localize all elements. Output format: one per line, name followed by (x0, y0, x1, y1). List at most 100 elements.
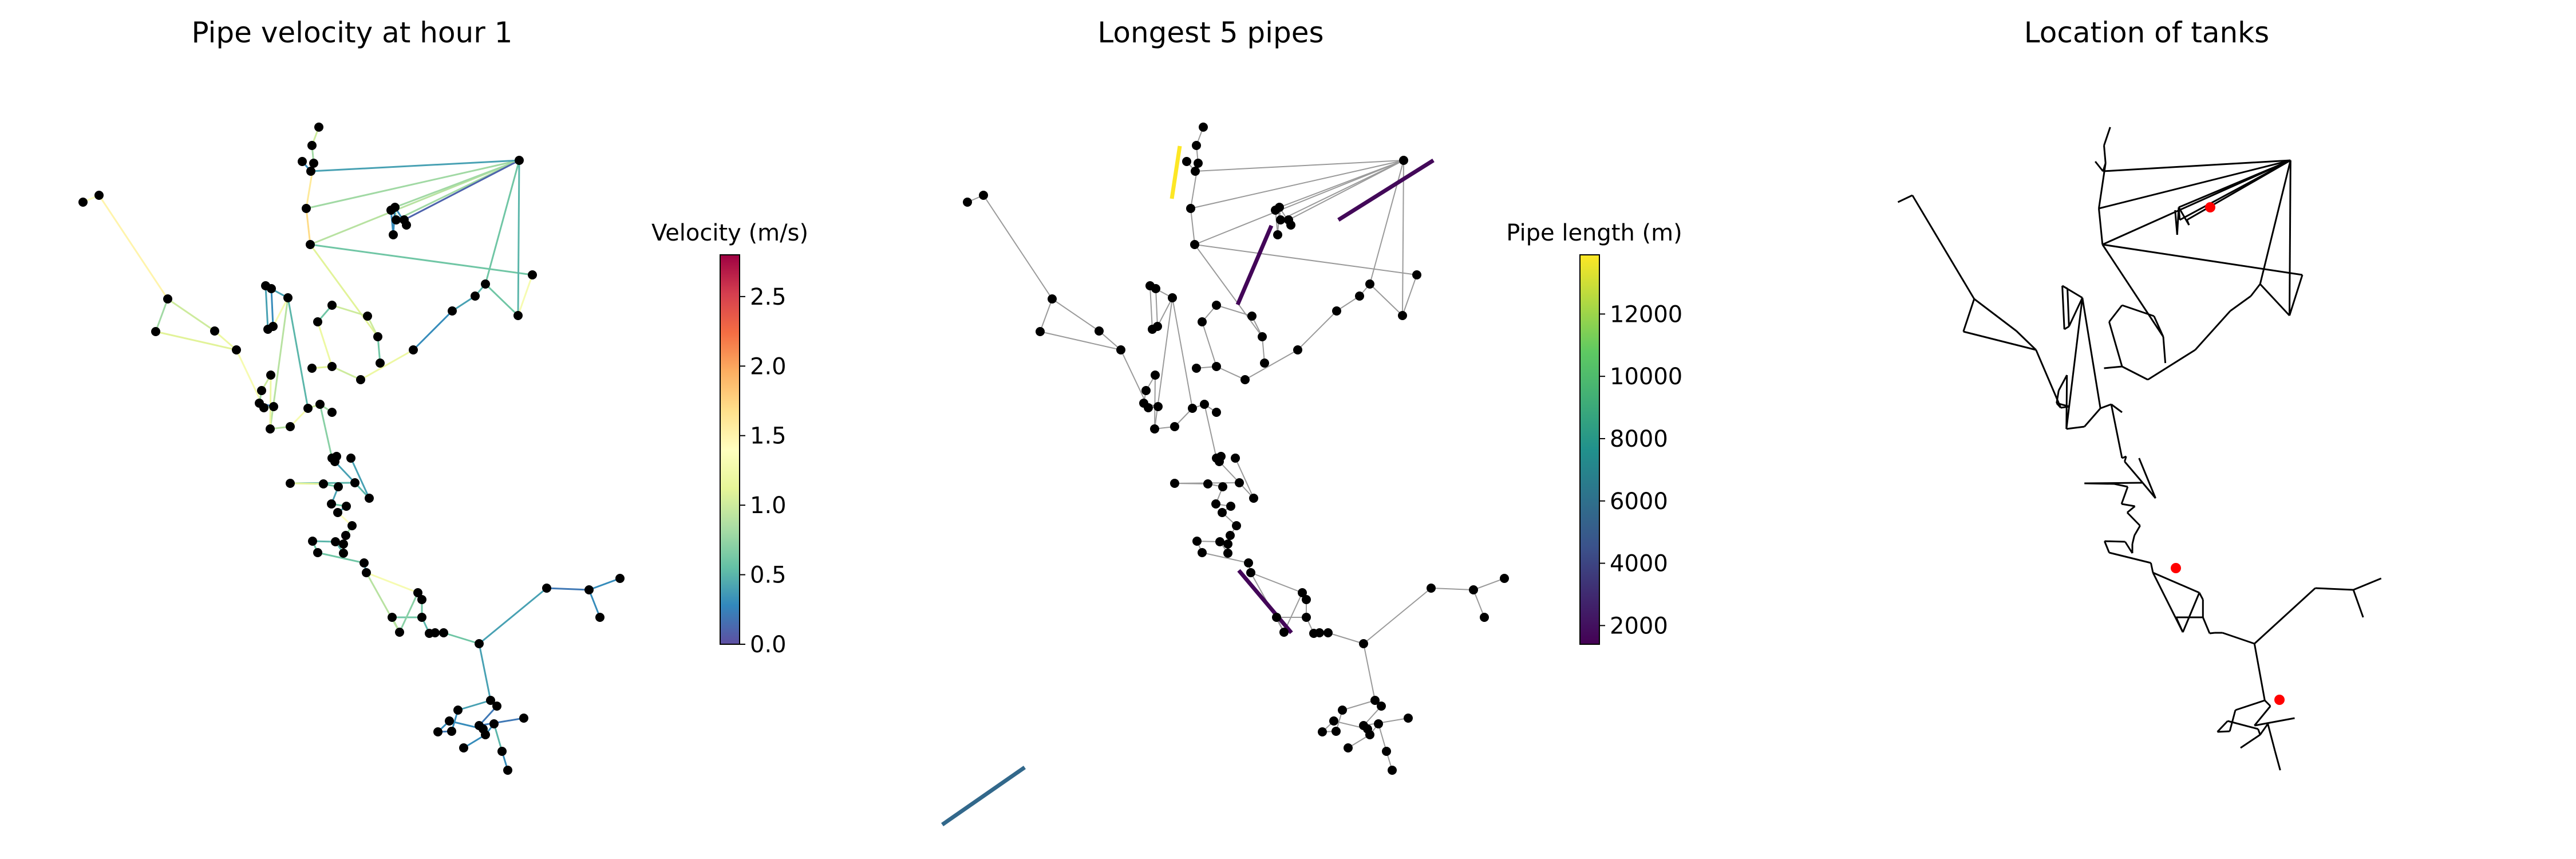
junction-node (313, 317, 322, 326)
pipe (2110, 404, 2123, 459)
junction-node (1329, 716, 1338, 726)
pipe (2182, 592, 2200, 633)
pipe (1120, 349, 1149, 408)
tank-marker (2274, 695, 2285, 705)
junction-node (1302, 595, 1311, 604)
velocity-tick-label: 2.5 (750, 284, 787, 310)
junction-node (339, 539, 348, 549)
junction-node (1279, 628, 1289, 637)
junction-node (342, 502, 351, 511)
pipe (2084, 482, 2115, 485)
junction-node (1170, 422, 1179, 431)
pipe (2126, 511, 2141, 527)
pipe (2124, 461, 2144, 483)
velocity-tick-label: 0.5 (750, 562, 787, 589)
pipe (2120, 486, 2129, 505)
pipe (517, 160, 520, 316)
pipe (1155, 288, 1158, 327)
pipe (1244, 349, 1298, 380)
pipe (2121, 304, 2155, 317)
pipe (2230, 295, 2251, 312)
pipe (1288, 160, 1404, 220)
junction-node (1258, 332, 1267, 341)
junction-node (303, 404, 313, 413)
junction-node (1399, 156, 1408, 165)
junction-node (1359, 721, 1368, 730)
junction-node (313, 548, 322, 557)
junction-node (1240, 375, 1250, 384)
junction-node (1212, 301, 1221, 310)
pipe (1369, 283, 1403, 316)
junction-node (1095, 326, 1104, 336)
pipe (1040, 331, 1121, 350)
junction-node (475, 639, 484, 648)
pipe (2253, 643, 2266, 701)
junction-node (347, 521, 357, 530)
pipe (1052, 298, 1100, 332)
pipe (1194, 244, 1417, 275)
velocity-colorbar-label: Velocity (m/s) (651, 220, 808, 246)
pipe (1204, 404, 1217, 459)
junction-node (1480, 613, 1489, 622)
pipe (1172, 297, 1193, 409)
pipe (1202, 552, 1249, 564)
junction-node (1199, 123, 1208, 132)
junction-node (307, 141, 317, 150)
pipe (2066, 425, 2085, 430)
pipe (2061, 285, 2083, 299)
junction-node (486, 696, 495, 705)
junction-node (333, 508, 342, 517)
velocity-panel: Pipe velocity at hour 1 Velocity (m/s) 0 (0, 0, 859, 859)
junction-node (448, 306, 457, 316)
junction-node (459, 743, 468, 752)
length-tick-label: 2000 (1610, 613, 1668, 639)
junction-node (413, 588, 422, 597)
long-pipe (1170, 145, 1182, 199)
junction-node (389, 230, 398, 239)
pipe (1219, 461, 1240, 483)
junction-node (1469, 585, 1478, 594)
pipe (398, 592, 419, 633)
pipe (360, 349, 414, 381)
junction-node (1211, 499, 1220, 509)
pipe (2134, 525, 2141, 536)
pipe (2102, 243, 2303, 276)
pipe (588, 589, 601, 618)
junction-node (327, 362, 337, 371)
pipe (2101, 244, 2164, 337)
pipe (2103, 145, 2107, 164)
junction-node (1271, 206, 1280, 215)
junction-node (1218, 508, 1227, 517)
pipe (2067, 288, 2070, 327)
junction-node (268, 322, 278, 331)
longest-pipes-network-plot: Pipe length (m) 2000 4000 6000 8000 10000 120… (941, 123, 1682, 826)
pipe (2061, 285, 2065, 330)
pipe (1149, 285, 1153, 330)
junction-node (1198, 317, 1207, 326)
pipe (517, 274, 534, 316)
pipe (2084, 408, 2101, 427)
junction-node (439, 628, 448, 637)
pipe (1235, 458, 1254, 499)
pipe (2194, 310, 2231, 351)
pipe (983, 195, 1053, 300)
pipe (478, 643, 492, 701)
pipe (1194, 160, 1404, 245)
junction-node (1186, 204, 1195, 213)
junction-node (1276, 215, 1285, 224)
pipe (1279, 160, 1404, 208)
pipe (1194, 244, 1263, 337)
pipe (155, 330, 237, 351)
pipe (214, 330, 237, 351)
pipe (1190, 160, 1404, 209)
pipe (270, 288, 274, 327)
pipe (306, 159, 520, 210)
pipe (317, 321, 333, 367)
junction-node (489, 719, 499, 728)
pipe (2222, 632, 2255, 645)
pipe (2127, 505, 2136, 514)
pipe (2095, 161, 2104, 172)
pipe (443, 632, 480, 645)
pipe (2254, 706, 2271, 726)
junction-node (1194, 159, 1203, 168)
